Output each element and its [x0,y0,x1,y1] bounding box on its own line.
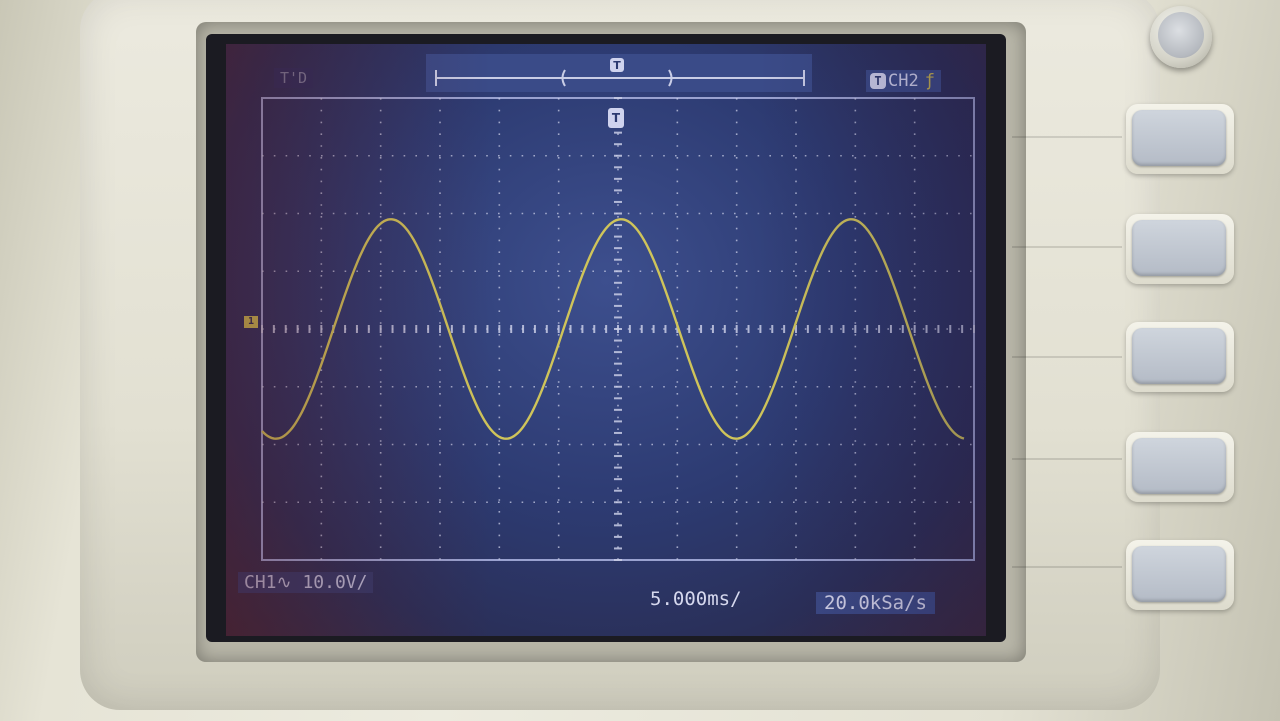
button-face [1132,110,1226,166]
button-face [1132,328,1226,384]
acquisition-status: T'D [274,68,313,88]
sample-rate-readout: 20.0kSa/s [816,592,935,614]
knob-cap [1158,12,1204,58]
svg-text:T: T [613,59,621,72]
button-face [1132,546,1226,602]
multipurpose-knob[interactable] [1150,6,1212,68]
ch1-ground-marker: 1 [244,316,258,328]
trigger-icon: T [870,73,886,89]
ch1-label: CH1 [244,572,277,593]
button-face [1132,220,1226,276]
svg-text:T: T [612,111,621,125]
ac-coupling-icon: ∿ [277,572,292,593]
oscilloscope-display: T T T'D T CH2 ƒ 1 CH1∿ 10.0V/ 5.000ms/ 20.… [226,44,986,636]
timebase-readout: 5.000ms/ [650,588,742,610]
waveform-area: T T [226,44,986,636]
menu-option-button-4[interactable] [1126,432,1234,502]
ch1-waveform-trace [262,219,964,438]
rising-edge-icon: ƒ [925,71,935,91]
menu-option-button-1[interactable] [1126,104,1234,174]
trigger-channel: CH2 [888,71,919,91]
button-divider [1012,458,1122,460]
trigger-source-badge: T CH2 ƒ [866,70,941,92]
timebar-trigger-icon: T [610,58,624,72]
menu-option-button-5[interactable] [1126,540,1234,610]
ch1-scale-readout: CH1∿ 10.0V/ [238,572,373,593]
menu-option-button-2[interactable] [1126,214,1234,284]
button-divider [1012,136,1122,138]
graticule-grid [262,98,974,560]
button-face [1132,438,1226,494]
ch1-volts-per-div: 10.0V/ [302,572,367,593]
button-divider [1012,566,1122,568]
button-divider [1012,246,1122,248]
menu-option-button-3[interactable] [1126,322,1234,392]
button-divider [1012,356,1122,358]
trigger-position-icon: T [608,108,624,128]
